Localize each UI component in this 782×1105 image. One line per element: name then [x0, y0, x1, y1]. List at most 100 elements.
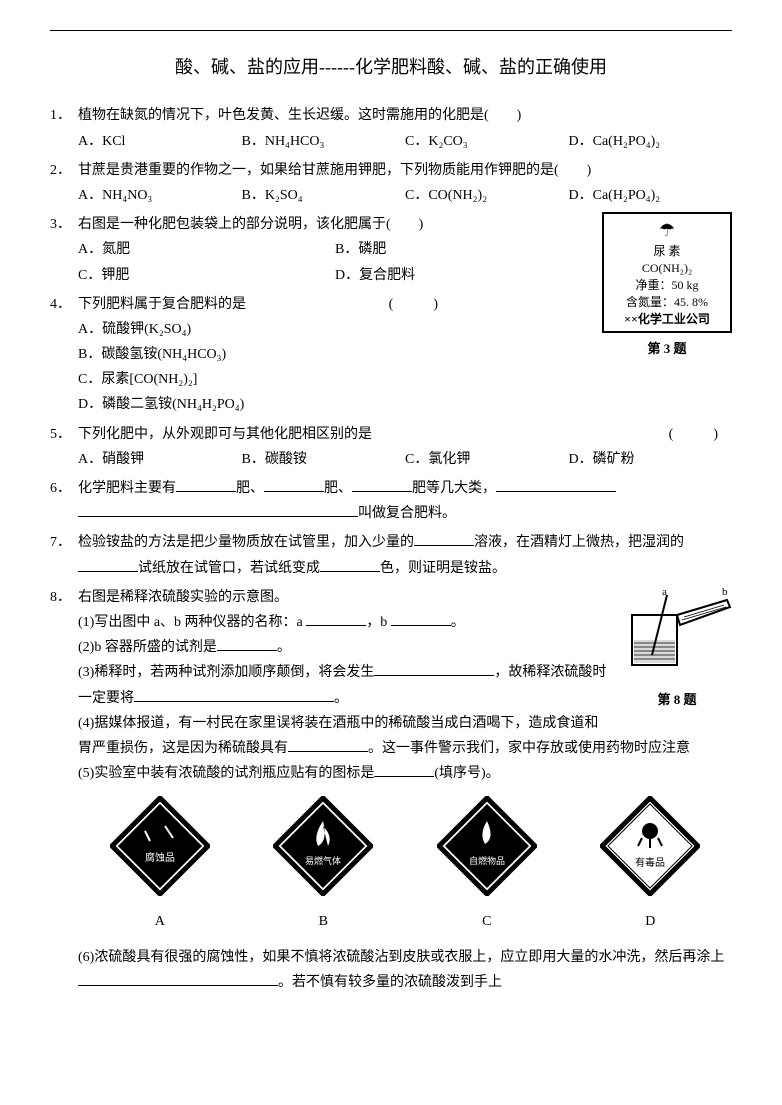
question-7: 7． 检验铵盐的方法是把少量物质放在试管里，加入少量的 溶液，在酒精灯上微热，把湿…: [50, 530, 732, 580]
q1-opt-c: C．K₂CO₃: [405, 129, 569, 154]
q6-blank4[interactable]: [496, 476, 616, 492]
q3-opt-d: D．复合肥料: [335, 263, 592, 288]
q2-opt-a: A．NH₄NO₃: [78, 183, 242, 208]
q8-blank-3a[interactable]: [374, 660, 494, 676]
q4-paren: ( ): [389, 292, 442, 317]
hazard-a-label: A: [110, 909, 210, 934]
q8-s1c: 。: [451, 615, 465, 630]
q4-opt-c: C．尿素[CO(NH₂)₂]: [50, 367, 732, 392]
q8-text: 右图是稀释浓硫酸实验的示意图。: [78, 585, 612, 610]
q4-opt-a: A．硫酸钾(K₂SO₄): [50, 317, 732, 342]
q6-t1: 化学肥料主要有: [78, 481, 176, 496]
hazard-row: 腐蚀品 A 易燃气体 B 自燃物品 C 有毒品 D: [50, 796, 732, 934]
q8-blank-6[interactable]: [78, 970, 278, 986]
svg-text:易燃气体: 易燃气体: [305, 855, 341, 866]
q3-num: 3．: [50, 212, 78, 237]
q8-s3a: (3)稀释时，若两种试剂添加顺序颠倒，将会发生: [78, 665, 374, 680]
q7-num: 7．: [50, 530, 78, 580]
q4-opt-d: D．磷酸二氢铵(NH₄H₂PO₄): [50, 392, 732, 417]
q3-text: 右图是一种化肥包装袋上的部分说明，该化肥属于( ): [78, 212, 592, 237]
q6-t3: 肥、: [324, 481, 352, 496]
q1-opt-b: B．NH₄HCO₃: [242, 129, 406, 154]
q7-t2: 溶液，在酒精灯上微热，把湿润的: [474, 535, 684, 550]
q6-num: 6．: [50, 476, 78, 526]
q8-s2a: (2)b 容器所盛的试剂是: [78, 640, 217, 655]
svg-text:腐蚀品: 腐蚀品: [145, 851, 175, 864]
q7-t1: 检验铵盐的方法是把少量物质放在试管里，加入少量的: [78, 535, 414, 550]
hazard-c-label: C: [437, 909, 537, 934]
q1-text: 植物在缺氮的情况下，叶色发黄、生长迟缓。这时需施用的化肥是( ): [78, 103, 732, 128]
hazard-b-icon: 易燃气体: [273, 796, 373, 896]
q7-t3: 试纸放在试管口，若试纸变成: [138, 561, 320, 576]
q5-opt-a: A．硝酸钾: [78, 447, 242, 472]
q1-opt-d: D．Ca(H₂PO₄)₂: [569, 129, 733, 154]
question-2: 2． 甘蔗是贵港重要的作物之一，如果给甘蔗施用钾肥，下列物质能用作钾肥的是( )…: [50, 158, 732, 208]
question-1: 1． 植物在缺氮的情况下，叶色发黄、生长迟缓。这时需施用的化肥是( ) A．KC…: [50, 103, 732, 153]
q4-opt-b: B．碳酸氢铵(NH₄HCO₃): [50, 342, 732, 367]
hazard-c-icon: 自燃物品: [437, 796, 537, 896]
q4-num: 4．: [50, 292, 78, 317]
q7-blank2[interactable]: [78, 556, 138, 572]
hazard-d: 有毒品 D: [600, 796, 700, 934]
q8-s3c: 。: [334, 691, 348, 706]
q8-blank-3b[interactable]: [134, 686, 334, 702]
hazard-a-icon: 腐蚀品: [110, 796, 210, 896]
q8-num: 8．: [50, 585, 78, 610]
question-8: 8． 右图是稀释浓硫酸实验的示意图。 (1)写出图中 a、b 两种仪器的名称：a…: [50, 585, 732, 995]
q4-text: 下列肥料属于复合肥料的是: [78, 292, 246, 317]
q3-opt-c: C．钾肥: [78, 263, 335, 288]
q8-blank-2[interactable]: [217, 635, 277, 651]
q8-s6b: 。若不慎有较多量的浓硫酸泼到手上: [278, 975, 502, 990]
q8-s5a: (5)实验室中装有浓硫酸的试剂瓶应贴有的图标是: [78, 766, 374, 781]
q6-t4: 肥等几大类，: [412, 481, 496, 496]
q2-opt-b: B．K₂SO₄: [242, 183, 406, 208]
q5-opt-b: B．碳酸铵: [242, 447, 406, 472]
q7-blank3[interactable]: [320, 556, 380, 572]
q5-opt-c: C．氯化钾: [405, 447, 569, 472]
hazard-c: 自燃物品 C: [437, 796, 537, 934]
q8-s2b: 。: [277, 640, 291, 655]
q5-num: 5．: [50, 422, 78, 447]
q5-opt-d: D．磷矿粉: [569, 447, 733, 472]
question-5: 5． 下列化肥中，从外观即可与其他化肥相区别的是 ( ) A．硝酸钾 B．碳酸铵…: [50, 422, 732, 472]
hazard-b: 易燃气体 B: [273, 796, 373, 934]
q6-t5: 叫做复合肥料。: [358, 506, 456, 521]
q3-opt-a: A．氮肥: [78, 237, 335, 262]
q6-blank2[interactable]: [264, 476, 324, 492]
page-title: 酸、碱、盐的应用------化学肥料酸、碱、盐的正确使用: [50, 51, 732, 83]
question-6: 6． 化学肥料主要有 肥、 肥、 肥等几大类， 叫做复合肥料。: [50, 476, 732, 526]
q8-blank-4a[interactable]: [288, 736, 368, 752]
q8-s1a: (1)写出图中 a、b 两种仪器的名称：a: [78, 615, 306, 630]
q6-blank5[interactable]: [78, 501, 358, 517]
svg-text:有毒品: 有毒品: [635, 856, 665, 869]
q5-text: 下列化肥中，从外观即可与其他化肥相区别的是: [78, 422, 372, 447]
question-3: 3． 右图是一种化肥包装袋上的部分说明，该化肥属于( ) A．氮肥 B．磷肥 C…: [50, 212, 732, 288]
top-rule: [50, 30, 732, 31]
q8-blank-1b[interactable]: [391, 610, 451, 626]
q8-blank-1a[interactable]: [306, 610, 366, 626]
q1-opt-a: A．KCl: [78, 129, 242, 154]
hazard-b-label: B: [273, 909, 373, 934]
q8-s4b: 。这一事件警示我们，家中存放或使用药物时应注意: [368, 741, 690, 756]
q8-s6a: (6)浓硫酸具有很强的腐蚀性，如果不慎将浓硫酸沾到皮肤或衣服上，应立即用大量的水…: [78, 950, 724, 965]
hazard-a: 腐蚀品 A: [110, 796, 210, 934]
q6-blank3[interactable]: [352, 476, 412, 492]
svg-text:自燃物品: 自燃物品: [469, 855, 505, 866]
q7-t4: 色，则证明是铵盐。: [380, 561, 506, 576]
q8-s1b: ，b: [366, 615, 391, 630]
q2-text: 甘蔗是贵港重要的作物之一，如果给甘蔗施用钾肥，下列物质能用作钾肥的是( ): [78, 158, 732, 183]
q2-num: 2．: [50, 158, 78, 183]
q5-paren: ( ): [669, 422, 722, 447]
hazard-d-icon: 有毒品: [600, 796, 700, 896]
q6-t2: 肥、: [236, 481, 264, 496]
q1-num: 1．: [50, 103, 78, 128]
hazard-d-label: D: [600, 909, 700, 934]
q8-s5b: (填序号)。: [434, 766, 499, 781]
q7-blank1[interactable]: [414, 530, 474, 546]
q2-opt-d: D．Ca(H₂PO₄)₂: [569, 183, 733, 208]
q6-blank1[interactable]: [176, 476, 236, 492]
q8-blank-5[interactable]: [374, 761, 434, 777]
q2-opt-c: C．CO(NH₂)₂: [405, 183, 569, 208]
question-4: 4． 下列肥料属于复合肥料的是 ( ) A．硫酸钾(K₂SO₄) B．碳酸氢铵(…: [50, 292, 732, 418]
q3-opt-b: B．磷肥: [335, 237, 592, 262]
